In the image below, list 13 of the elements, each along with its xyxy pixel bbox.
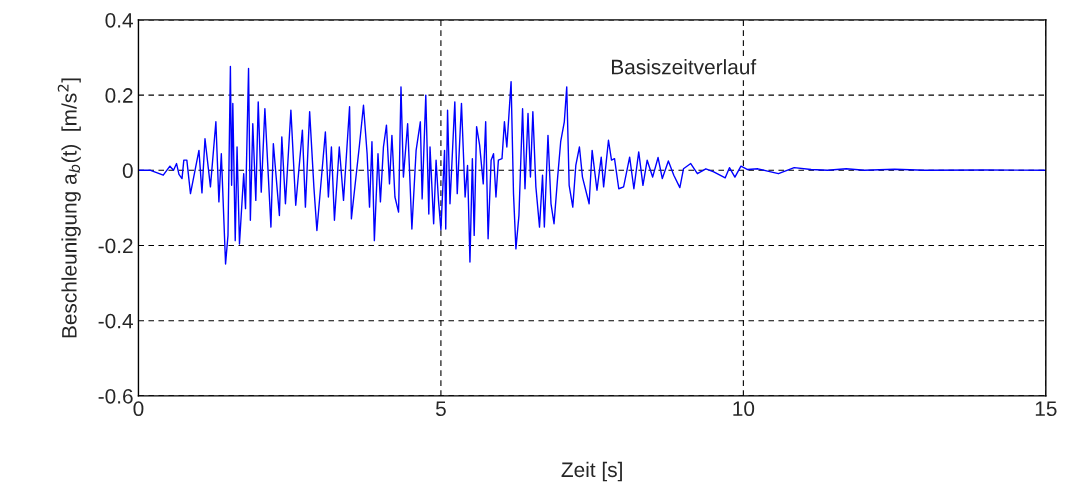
y-tick-label: 0.4 (105, 12, 133, 28)
x-tick-label: 5 (435, 401, 446, 417)
x-axis-title: Zeit [s] (561, 461, 622, 482)
y-axis-title: Beschleunigung a$_{b}$(t) [m/s$^{2}$] (57, 78, 81, 338)
y-tick-label: 0.2 (105, 88, 133, 103)
x-tick-label: 10 (733, 401, 755, 417)
x-tick-label: 15 (1035, 401, 1057, 417)
y-tick-label: 0 (122, 163, 133, 179)
y-tick-label: -0.2 (98, 238, 133, 254)
y-tick-label: -0.6 (98, 388, 133, 404)
annotation: Basiszeitverlauf (612, 59, 757, 75)
x-tick-label: 0 (133, 401, 144, 417)
y-tick-label: -0.4 (98, 313, 133, 329)
